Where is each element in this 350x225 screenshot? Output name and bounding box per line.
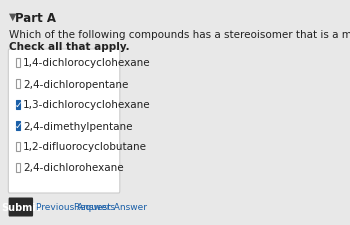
Bar: [16, 163, 20, 172]
Text: Part A: Part A: [15, 12, 56, 25]
Text: ▼: ▼: [9, 12, 17, 22]
Text: Submit: Submit: [1, 202, 41, 212]
Bar: [16, 101, 20, 110]
Text: Check all that apply.: Check all that apply.: [9, 42, 130, 52]
Text: 2,4-dimethylpentane: 2,4-dimethylpentane: [23, 121, 132, 131]
FancyBboxPatch shape: [8, 50, 120, 193]
Bar: [16, 122, 20, 130]
Text: Previous Answers: Previous Answers: [36, 202, 116, 211]
Text: ✓: ✓: [14, 101, 22, 110]
Bar: [16, 80, 20, 89]
Text: 1,2-difluorocyclobutane: 1,2-difluorocyclobutane: [23, 142, 147, 152]
Bar: [16, 142, 20, 151]
Text: 1,4-dichlorocyclohexane: 1,4-dichlorocyclohexane: [23, 58, 150, 68]
Text: 1,3-dichlorocyclohexane: 1,3-dichlorocyclohexane: [23, 100, 150, 110]
Text: Which of the following compounds has a stereoisomer that is a meso compound?: Which of the following compounds has a s…: [9, 30, 350, 40]
Bar: [16, 59, 20, 68]
Text: ✓: ✓: [14, 122, 22, 130]
Text: Request Answer: Request Answer: [74, 202, 147, 211]
FancyBboxPatch shape: [9, 198, 33, 216]
Text: 2,4-dichloropentane: 2,4-dichloropentane: [23, 79, 128, 89]
Text: 2,4-dichlorohexane: 2,4-dichlorohexane: [23, 163, 124, 173]
